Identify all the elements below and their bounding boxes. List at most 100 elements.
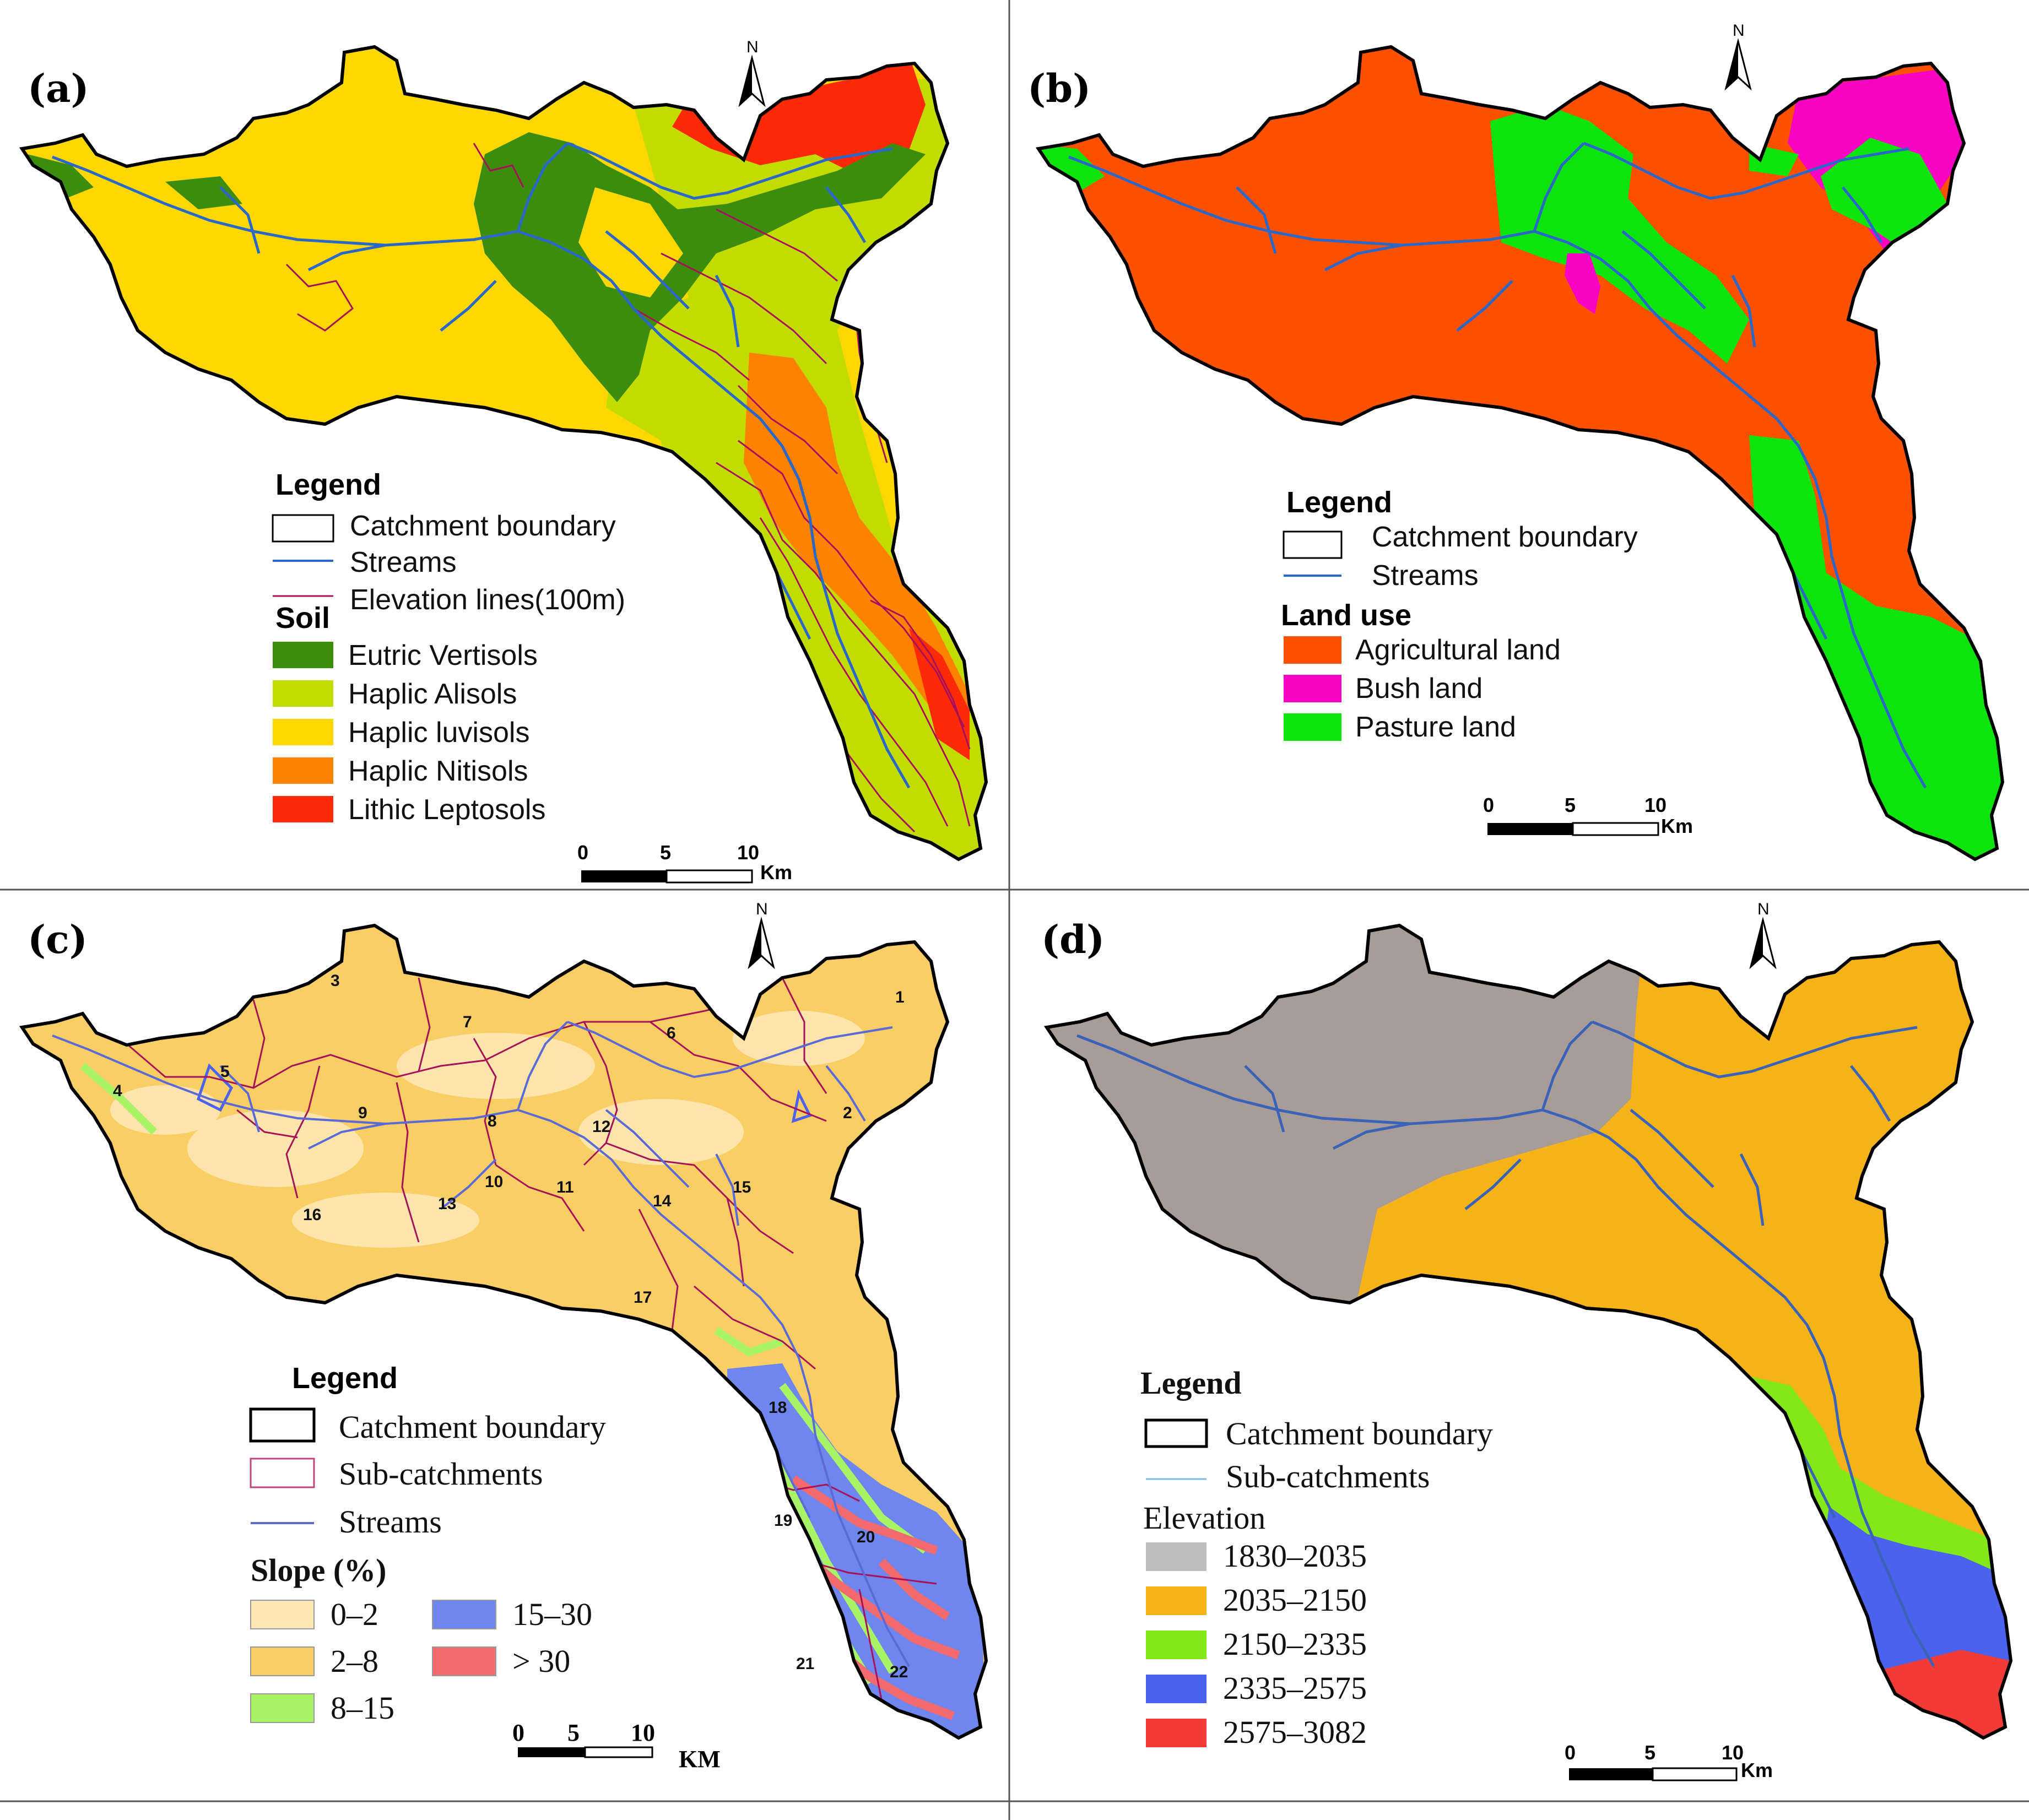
elevation-swatch-0 — [1146, 1542, 1206, 1571]
soil-swatch-0 — [273, 642, 333, 668]
soil-swatch-3 — [273, 757, 333, 784]
legend-item-streams: Streams — [350, 546, 457, 578]
sub-catchment-label-18: 18 — [769, 1399, 787, 1417]
legend-slope-title: Slope (%) — [251, 1552, 387, 1588]
legend-boundary-swatch — [1283, 530, 1343, 559]
scale-tick-10: 10 — [1722, 1741, 1744, 1764]
soil-swatch-1 — [273, 680, 333, 707]
north-label: N — [1733, 21, 1745, 40]
landuse-pasture-center — [1490, 105, 1749, 364]
legend-landuse-title: Land use — [1281, 599, 1411, 632]
legend-title-c: Legend — [292, 1362, 398, 1395]
soil-label-3: Haplic Nitisols — [348, 755, 528, 787]
soil-label-0: Eutric Vertisols — [348, 640, 538, 671]
legend-boundary-swatch — [272, 514, 334, 543]
slope-swatch-2 — [250, 1693, 315, 1723]
scale-tick-5: 5 — [567, 1719, 580, 1746]
landuse-pasture-west — [1038, 143, 1105, 193]
scale-tick-0: 0 — [1565, 1741, 1576, 1764]
legend-item-streams: Streams — [339, 1504, 442, 1540]
soil-swatch-2 — [273, 719, 333, 745]
soil-eutric-vertisols-west — [28, 154, 94, 198]
soil-eutric-vertisols-area — [474, 132, 926, 402]
sub-catchment-label-1: 1 — [895, 988, 905, 1006]
panel-a-soil-map: (a) N Legend Catchment boundary Streams … — [0, 38, 997, 884]
legend-soil-title: Soil — [275, 602, 330, 635]
legend-item-streams: Streams — [1372, 560, 1479, 592]
panel-d-elevation-map: (d) N Legend Catchment boundary Sub-catc… — [1041, 900, 2022, 1781]
sub-catchment-label-2: 2 — [843, 1104, 852, 1122]
scale-bar-d: 0 5 10 Km — [1565, 1741, 1773, 1781]
legend-elevation-title: Elevation — [1143, 1500, 1265, 1536]
sub-catchment-label-17: 17 — [634, 1288, 652, 1307]
landuse-label-0: Agricultural land — [1355, 634, 1561, 666]
north-arrow-c: N — [748, 900, 775, 969]
legend-title-b: Legend — [1286, 486, 1392, 519]
legend-boundary-swatch — [1144, 1418, 1208, 1448]
soil-swatch-4 — [273, 796, 333, 822]
elevation-label-3: 2335–2575 — [1223, 1670, 1367, 1706]
north-label: N — [746, 38, 759, 56]
landuse-bush-patch — [1565, 253, 1600, 314]
slope-0-2-patches — [110, 1011, 865, 1248]
slope-label-4: > 30 — [512, 1643, 570, 1679]
landuse-swatch-1 — [1284, 675, 1341, 702]
slope-label-3: 15–30 — [512, 1596, 592, 1632]
scale-tick-10: 10 — [631, 1719, 655, 1746]
panel-letter-b: (b) — [1027, 66, 1091, 111]
soil-label-2: Haplic luvisols — [348, 717, 529, 749]
landuse-swatch-0 — [1284, 636, 1341, 664]
legend-c: Legend Catchment boundary Sub-catchments… — [249, 1362, 606, 1726]
scale-unit: KM — [679, 1746, 721, 1773]
sub-catchment-label-8: 8 — [488, 1112, 497, 1130]
slope-swatch-0 — [250, 1600, 315, 1629]
north-arrow-b: N — [1724, 21, 1752, 91]
elevation-swatch-2 — [1146, 1631, 1206, 1659]
slope-swatch-4 — [432, 1646, 496, 1676]
elevation-swatch-4 — [1146, 1719, 1206, 1747]
sub-catchment-label-6: 6 — [667, 1024, 676, 1042]
slope-label-2: 8–15 — [331, 1690, 394, 1726]
sub-catchment-label-10: 10 — [485, 1173, 503, 1191]
scale-unit: Km — [1741, 1759, 1773, 1781]
scale-tick-5: 5 — [1565, 794, 1576, 816]
sub-catchment-label-20: 20 — [857, 1528, 875, 1546]
legend-b: Legend Catchment boundary Streams Land u… — [1281, 486, 1638, 743]
soil-label-1: Haplic Alisols — [348, 678, 517, 710]
north-arrow-a: N — [738, 38, 766, 107]
legend-item-catchment: Catchment boundary — [350, 510, 616, 542]
legend-title-a: Legend — [275, 468, 381, 501]
legend-title-d: Legend — [1140, 1365, 1242, 1401]
legend-a: Legend Catchment boundary Streams Elevat… — [272, 468, 625, 826]
landuse-swatch-2 — [1284, 713, 1341, 741]
legend-subcatchment-swatch — [250, 1458, 315, 1488]
soil-label-4: Lithic Leptosols — [348, 794, 545, 826]
panel-letter-d: (d) — [1041, 917, 1105, 962]
panel-letter-a: (a) — [28, 66, 89, 111]
legend-item-catchment: Catchment boundary — [339, 1409, 606, 1445]
north-label: N — [1757, 900, 1770, 918]
legend-item-elevation: Elevation lines(100m) — [350, 584, 625, 616]
sub-catchment-label-16: 16 — [303, 1206, 321, 1224]
sub-catchment-label-21: 21 — [796, 1655, 814, 1673]
slope-swatch-1 — [250, 1646, 315, 1676]
scale-bar-b: 0 5 10 Km — [1483, 794, 1693, 837]
sub-catchment-label-14: 14 — [653, 1192, 672, 1210]
scale-unit: Km — [760, 861, 792, 884]
slope-label-1: 2–8 — [331, 1643, 378, 1679]
sub-catchment-label-13: 13 — [438, 1195, 456, 1213]
legend-boundary-swatch — [249, 1407, 316, 1443]
sub-catchment-label-4: 4 — [113, 1082, 122, 1100]
legend-item-subcatchments: Sub-catchments — [339, 1456, 543, 1492]
north-label: N — [756, 900, 768, 918]
elevation-label-2: 2150–2335 — [1223, 1626, 1367, 1662]
scale-tick-0: 0 — [512, 1719, 524, 1746]
scale-tick-10: 10 — [737, 841, 759, 864]
elevation-2575-3082-area — [1840, 1650, 2011, 1738]
sub-catchment-label-5: 5 — [220, 1063, 230, 1081]
elevation-label-0: 1830–2035 — [1223, 1538, 1367, 1574]
slope-swatch-3 — [432, 1600, 496, 1629]
landuse-pasture-south — [1749, 435, 2003, 859]
